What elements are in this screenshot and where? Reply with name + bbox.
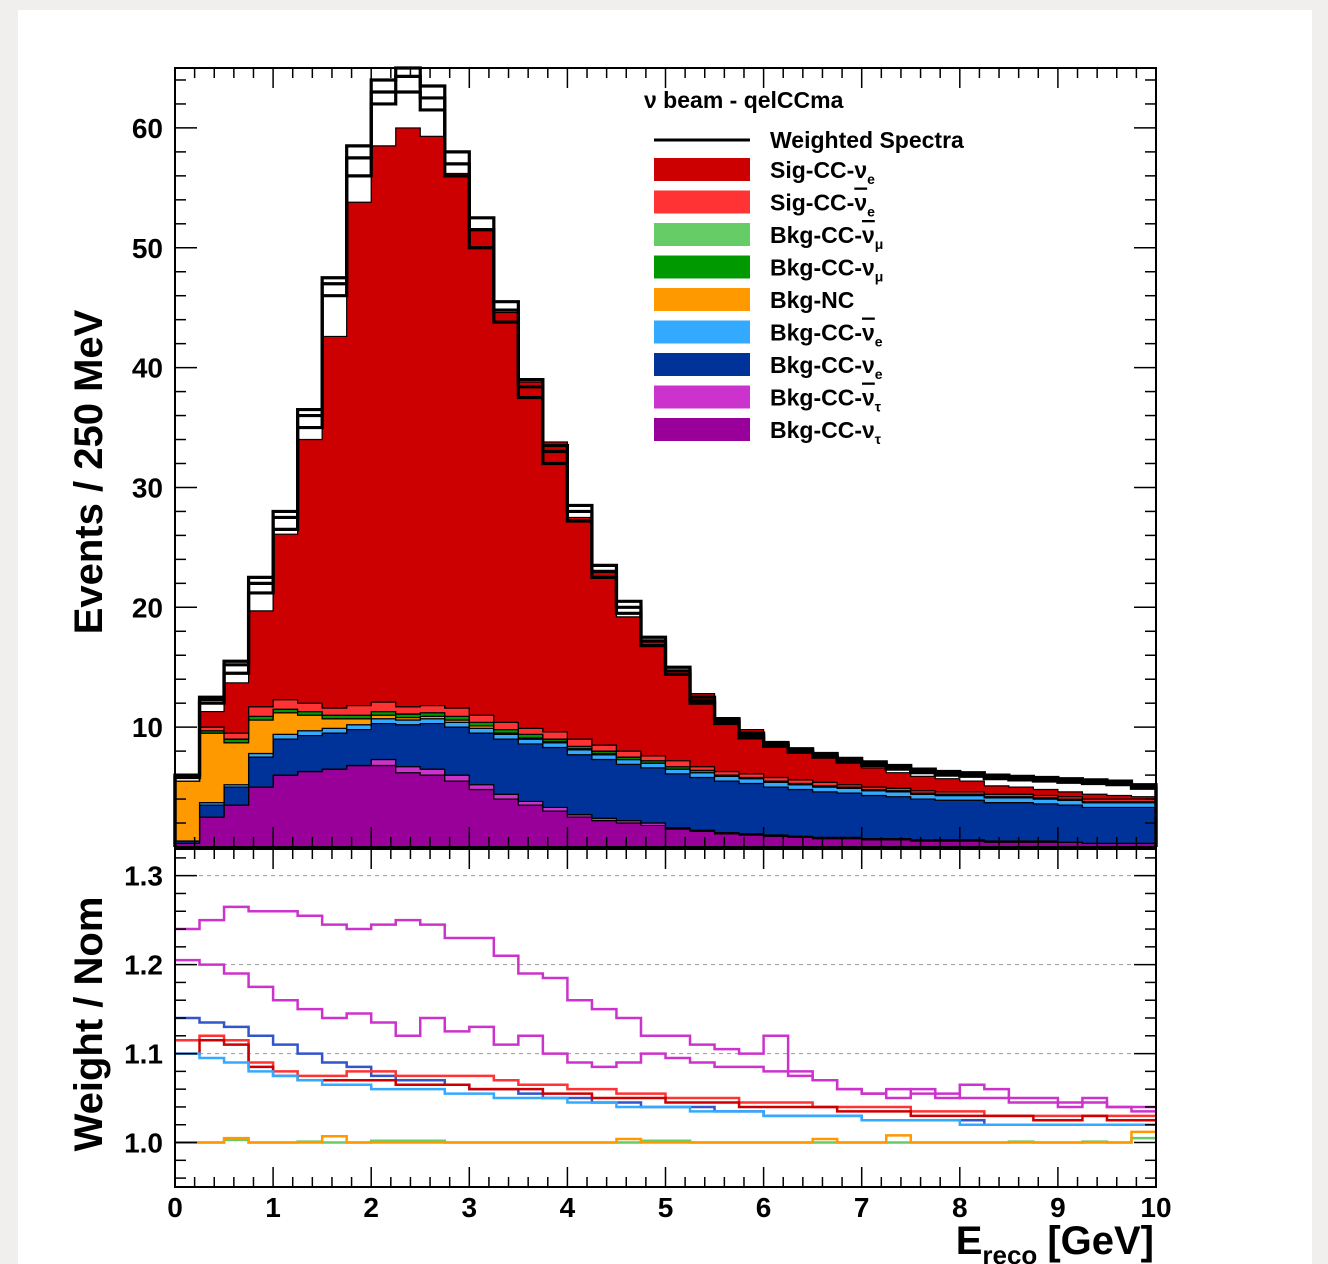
x-tick-label: 2 — [363, 1192, 379, 1223]
legend-swatch — [654, 320, 750, 344]
legend-header: ν beam - qelCCma — [644, 87, 844, 113]
x-tick-label: 10 — [1140, 1192, 1171, 1223]
x-axis-title: Ereco [GeV] — [956, 1219, 1154, 1264]
legend-label: Bkg-CC-νe — [770, 352, 883, 382]
x-tick-label: 5 — [658, 1192, 674, 1223]
top-histogram-panel: 10 20 30 40 50 60 — [132, 66, 1158, 848]
legend-label: Bkg-CC-νμ — [770, 255, 883, 285]
legend: ν beam - qelCCma Weighted Spectra Sig-CC-ν… — [644, 87, 964, 447]
weighted-spectrum-line — [173, 90, 1158, 847]
legend-label: Bkg-CC-νμ — [770, 222, 883, 252]
legend-label: Weighted Spectra — [770, 127, 964, 153]
x-tick-label: 9 — [1050, 1192, 1066, 1223]
ratio-line — [175, 958, 1156, 1113]
x-tick-label: 0 — [167, 1192, 183, 1223]
legend-swatch — [654, 288, 750, 311]
bottom-y-axis-title: Weight / Nom — [67, 897, 111, 1152]
bottom-ratio-panel: 1.0 1.1 1.2 1.3 0 1 2 3 4 5 6 7 8 9 10 — [124, 848, 1172, 1223]
x-tick-label: 3 — [462, 1192, 478, 1223]
y-tick-label: 30 — [132, 472, 163, 503]
x-axis-title-unit: [GeV] — [1047, 1219, 1154, 1263]
chart: 10 20 30 40 50 60 1.0 1.1 1.2 1.3 0 1 2 3 4 5 6 7 8 9 10 ν … — [67, 66, 1172, 1264]
y-tick-label: 10 — [132, 712, 163, 743]
legend-swatch — [654, 418, 750, 441]
y-tick-label: 1.0 — [124, 1128, 163, 1159]
x-axis-title-main: E — [956, 1219, 983, 1263]
ratio-line — [175, 1130, 1156, 1144]
legend-label: Bkg-NC — [770, 287, 854, 313]
x-tick-label: 7 — [854, 1192, 870, 1223]
ratio-line — [175, 1052, 1156, 1126]
x-tick-label: 4 — [560, 1192, 576, 1223]
y-tick-label: 60 — [132, 113, 163, 144]
legend-swatch — [654, 190, 750, 214]
x-axis-title-sub: reco — [982, 1240, 1037, 1264]
figure-canvas: 10 20 30 40 50 60 1.0 1.1 1.2 1.3 0 1 2 3 4 5 6 7 8 9 10 ν … — [18, 10, 1312, 1264]
y-tick-label: 1.1 — [124, 1039, 163, 1070]
y-tick-label: 20 — [132, 592, 163, 623]
legend-label: Sig-CC-νe — [770, 157, 875, 187]
y-tick-label: 1.3 — [124, 861, 163, 892]
x-tick-label: 1 — [265, 1192, 281, 1223]
legend-label: Bkg-CC-ντ — [770, 385, 882, 415]
x-tick-label: 8 — [952, 1192, 968, 1223]
legend-swatch — [654, 223, 750, 246]
legend-swatch — [654, 385, 750, 409]
top-y-axis-title: Events / 250 MeV — [67, 309, 111, 634]
legend-swatch — [654, 158, 750, 181]
ratio-line — [175, 1034, 1156, 1118]
legend-swatch — [654, 255, 750, 279]
x-tick-label: 6 — [756, 1192, 772, 1223]
y-tick-label: 40 — [132, 353, 163, 384]
legend-label: Sig-CC-νe — [770, 190, 875, 220]
legend-swatch — [654, 353, 750, 376]
y-tick-label: 1.2 — [124, 950, 163, 981]
y-tick-label: 50 — [132, 233, 163, 264]
legend-label: Bkg-CC-ντ — [770, 417, 882, 447]
legend-label: Bkg-CC-νe — [770, 320, 883, 350]
